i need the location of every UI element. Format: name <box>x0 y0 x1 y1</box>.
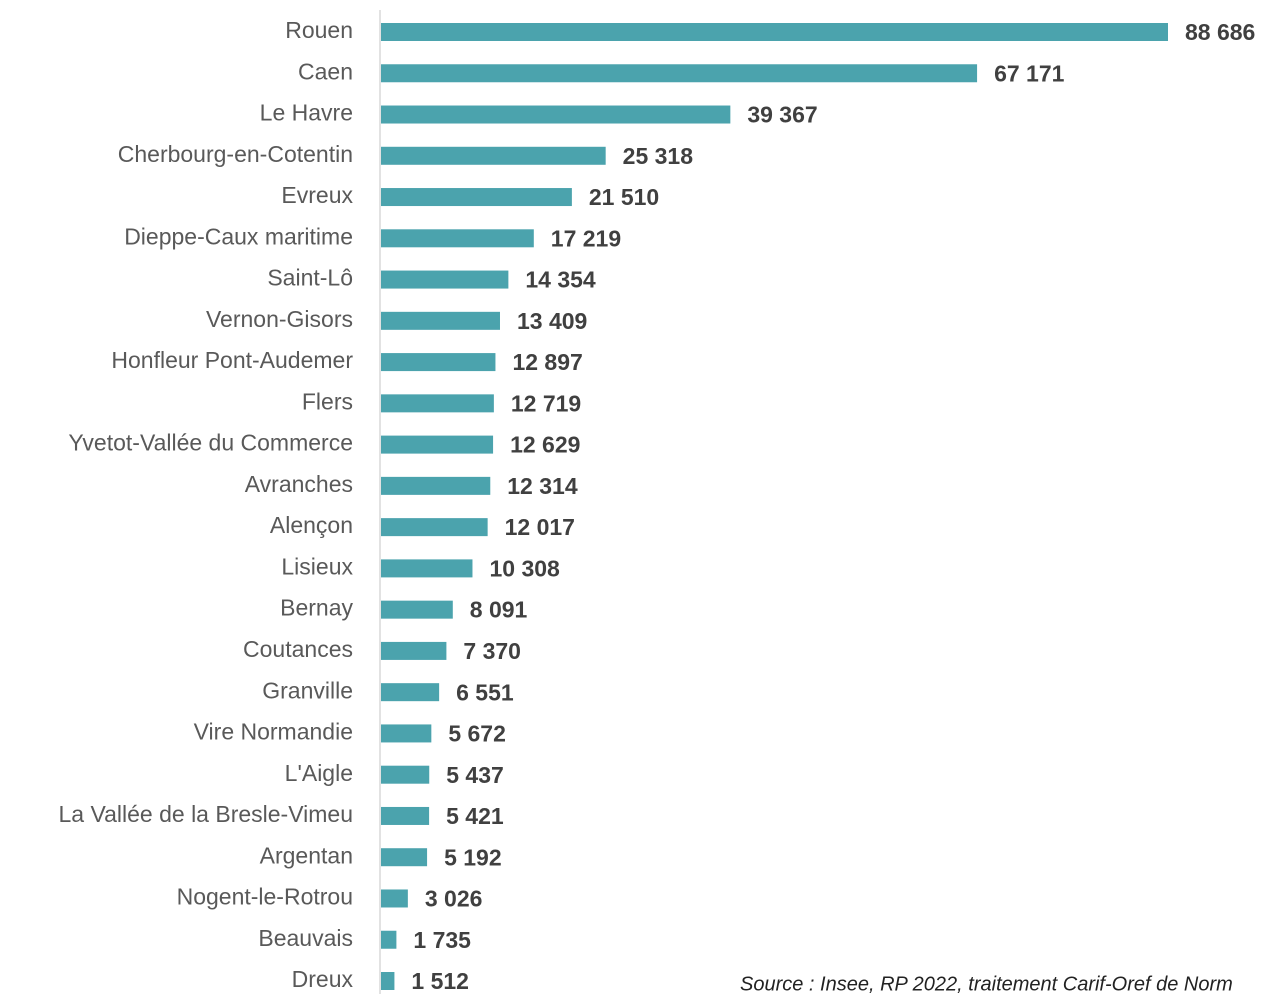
category-label: Beauvais <box>258 925 353 951</box>
category-label: Cherbourg-en-Cotentin <box>118 141 353 167</box>
value-label: 88 686 <box>1185 19 1255 45</box>
bar <box>381 930 397 949</box>
category-label: Le Havre <box>260 100 353 126</box>
category-label: Dreux <box>292 966 354 992</box>
bar <box>381 724 432 743</box>
value-label: 5 192 <box>444 844 502 870</box>
value-label: 10 308 <box>489 555 560 581</box>
value-label: 12 017 <box>505 514 575 540</box>
value-label: 1 735 <box>413 927 471 953</box>
bar <box>381 146 606 165</box>
bar <box>381 64 978 83</box>
value-label: 12 314 <box>507 473 578 499</box>
category-label: Dieppe-Caux maritime <box>124 223 353 249</box>
category-label: Evreux <box>281 182 353 208</box>
value-label: 39 367 <box>747 102 817 128</box>
category-label: Lisieux <box>281 553 353 579</box>
category-label: Flers <box>302 388 353 414</box>
bar <box>381 848 428 867</box>
bar <box>381 476 491 495</box>
value-label: 12 719 <box>511 390 581 416</box>
value-label: 5 672 <box>448 721 506 747</box>
category-label: Honfleur Pont-Audemer <box>111 347 353 373</box>
bar <box>381 270 509 289</box>
category-label: Coutances <box>243 636 353 662</box>
bar <box>381 229 534 248</box>
category-label: Bernay <box>280 595 353 621</box>
bar <box>381 311 500 330</box>
value-label: 3 026 <box>425 886 483 912</box>
bar <box>381 559 473 578</box>
bar <box>381 353 496 372</box>
value-label: 5 421 <box>446 803 504 829</box>
bar <box>381 188 572 207</box>
bar <box>381 641 447 660</box>
bar <box>381 806 430 825</box>
category-label: Alençon <box>270 512 353 538</box>
category-label: Argentan <box>260 842 353 868</box>
value-label: 14 354 <box>525 267 596 293</box>
bar <box>381 600 453 619</box>
value-label: 12 897 <box>512 349 582 375</box>
category-label: Yvetot-Vallée du Commerce <box>68 430 353 456</box>
value-label: 1 512 <box>411 968 469 994</box>
value-label: 5 437 <box>446 762 504 788</box>
bar <box>381 765 430 784</box>
category-label: La Vallée de la Bresle-Vimeu <box>59 801 354 827</box>
category-label: Vire Normandie <box>194 719 353 745</box>
value-label: 67 171 <box>994 60 1065 86</box>
source-note: Source : Insee, RP 2022, traitement Cari… <box>740 973 1233 994</box>
category-label: L'Aigle <box>285 760 353 786</box>
category-label: Saint-Lô <box>267 265 353 291</box>
value-label: 25 318 <box>623 143 694 169</box>
category-label: Avranches <box>245 471 353 497</box>
value-label: 6 551 <box>456 679 514 705</box>
bar <box>381 889 408 908</box>
bar <box>381 972 395 990</box>
value-label: 17 219 <box>551 225 621 251</box>
category-label: Nogent-le-Rotrou <box>177 884 353 910</box>
bar <box>381 683 440 702</box>
category-label: Caen <box>298 58 353 84</box>
value-label: 13 409 <box>517 308 587 334</box>
category-label: Granville <box>262 677 353 703</box>
bar <box>381 394 494 413</box>
bar <box>381 23 1168 41</box>
category-label: Rouen <box>285 17 353 43</box>
value-label: 21 510 <box>589 184 659 210</box>
value-label: 7 370 <box>463 638 521 664</box>
bar <box>381 105 731 124</box>
value-label: 8 091 <box>470 597 528 623</box>
bar <box>381 518 488 537</box>
category-label: Vernon-Gisors <box>206 306 353 332</box>
bar <box>381 435 494 454</box>
value-label: 12 629 <box>510 432 580 458</box>
